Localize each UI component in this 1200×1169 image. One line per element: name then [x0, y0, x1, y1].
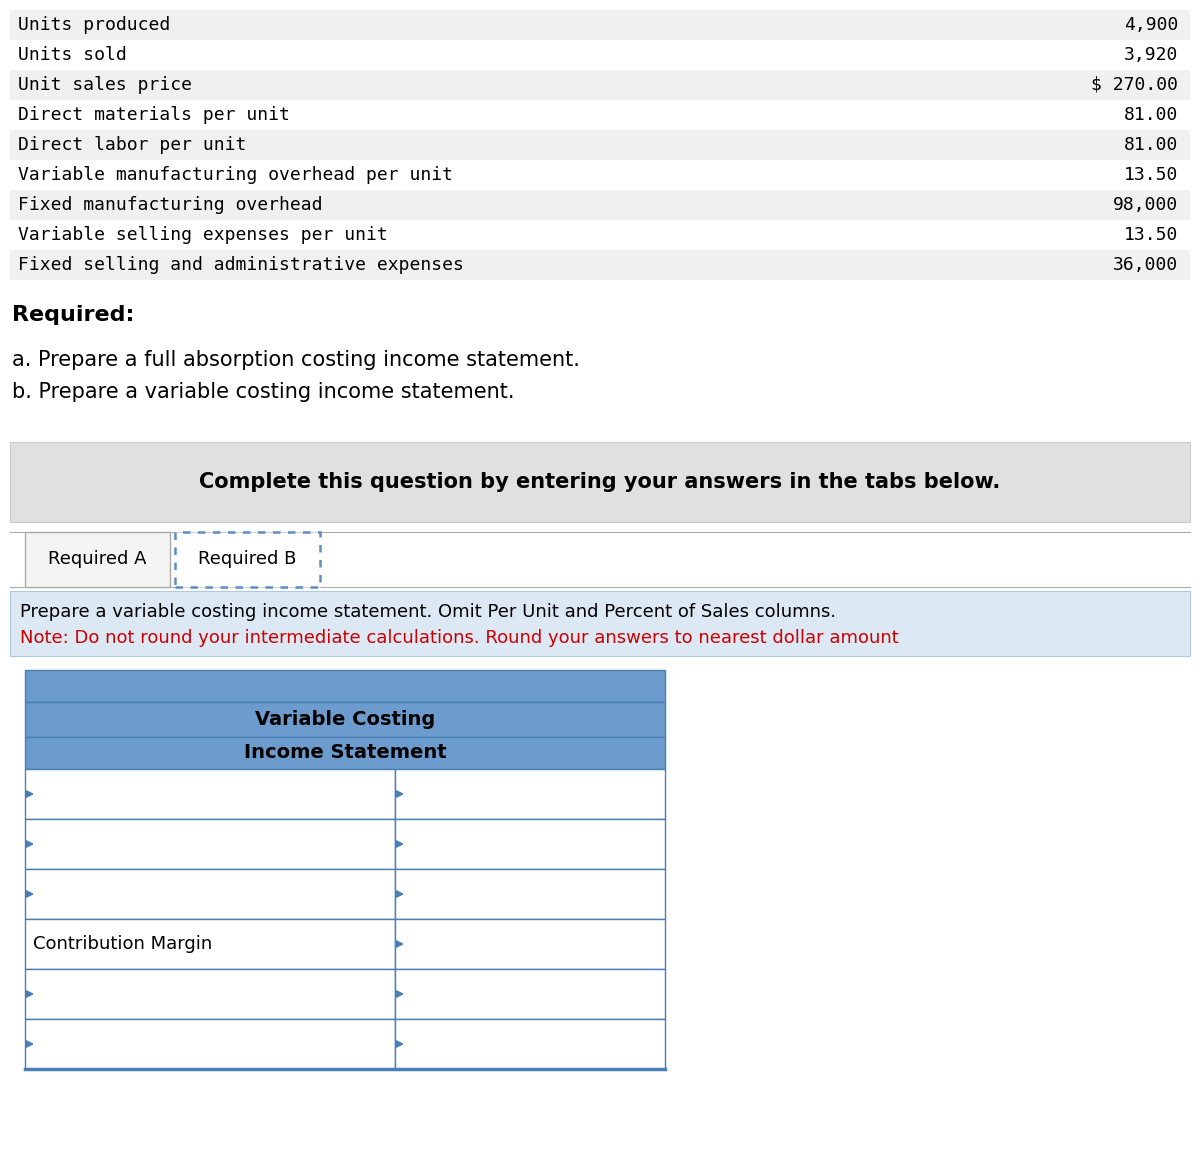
FancyBboxPatch shape: [10, 11, 1190, 40]
FancyBboxPatch shape: [10, 130, 1190, 160]
FancyBboxPatch shape: [25, 819, 395, 869]
FancyBboxPatch shape: [395, 819, 665, 869]
FancyBboxPatch shape: [25, 670, 665, 703]
Text: 98,000: 98,000: [1112, 196, 1178, 214]
Text: 3,920: 3,920: [1123, 46, 1178, 64]
FancyBboxPatch shape: [25, 969, 395, 1019]
Text: Direct labor per unit: Direct labor per unit: [18, 136, 246, 154]
FancyBboxPatch shape: [395, 1019, 665, 1068]
FancyBboxPatch shape: [10, 442, 1190, 523]
FancyBboxPatch shape: [175, 532, 320, 587]
FancyBboxPatch shape: [10, 101, 1190, 130]
Text: a. Prepare a full absorption costing income statement.: a. Prepare a full absorption costing inc…: [12, 350, 580, 371]
Text: Required A: Required A: [48, 551, 146, 568]
Text: Units sold: Units sold: [18, 46, 127, 64]
Text: Required:: Required:: [12, 305, 134, 325]
FancyBboxPatch shape: [25, 869, 395, 919]
FancyBboxPatch shape: [395, 919, 665, 969]
FancyBboxPatch shape: [395, 869, 665, 919]
Text: Note: Do not round your intermediate calculations. Round your answers to nearest: Note: Do not round your intermediate cal…: [20, 629, 899, 646]
Text: 13.50: 13.50: [1123, 226, 1178, 244]
Text: 13.50: 13.50: [1123, 166, 1178, 184]
FancyBboxPatch shape: [25, 1019, 395, 1068]
FancyBboxPatch shape: [10, 220, 1190, 250]
Text: $ 270.00: $ 270.00: [1091, 76, 1178, 94]
Text: Fixed selling and administrative expenses: Fixed selling and administrative expense…: [18, 256, 464, 274]
FancyBboxPatch shape: [10, 160, 1190, 191]
FancyBboxPatch shape: [25, 769, 395, 819]
Text: Direct materials per unit: Direct materials per unit: [18, 106, 290, 124]
FancyBboxPatch shape: [25, 736, 665, 769]
FancyBboxPatch shape: [10, 70, 1190, 101]
FancyBboxPatch shape: [395, 769, 665, 819]
Text: Units produced: Units produced: [18, 16, 170, 34]
FancyBboxPatch shape: [10, 191, 1190, 220]
Text: 81.00: 81.00: [1123, 136, 1178, 154]
Text: b. Prepare a variable costing income statement.: b. Prepare a variable costing income sta…: [12, 382, 515, 402]
Text: Fixed manufacturing overhead: Fixed manufacturing overhead: [18, 196, 323, 214]
Text: 36,000: 36,000: [1112, 256, 1178, 274]
FancyBboxPatch shape: [10, 592, 1190, 656]
Text: 81.00: 81.00: [1123, 106, 1178, 124]
Text: Variable manufacturing overhead per unit: Variable manufacturing overhead per unit: [18, 166, 454, 184]
Text: 4,900: 4,900: [1123, 16, 1178, 34]
FancyBboxPatch shape: [25, 532, 170, 587]
Text: Income Statement: Income Statement: [244, 743, 446, 762]
Text: Required B: Required B: [198, 551, 296, 568]
FancyBboxPatch shape: [25, 703, 665, 736]
Text: Unit sales price: Unit sales price: [18, 76, 192, 94]
FancyBboxPatch shape: [25, 919, 395, 969]
FancyBboxPatch shape: [10, 40, 1190, 70]
Text: Complete this question by entering your answers in the tabs below.: Complete this question by entering your …: [199, 472, 1001, 492]
FancyBboxPatch shape: [395, 969, 665, 1019]
Text: Variable selling expenses per unit: Variable selling expenses per unit: [18, 226, 388, 244]
FancyBboxPatch shape: [10, 250, 1190, 281]
Text: Variable Costing: Variable Costing: [254, 710, 436, 729]
Text: Contribution Margin: Contribution Margin: [34, 935, 212, 953]
Text: Prepare a variable costing income statement. Omit Per Unit and Percent of Sales : Prepare a variable costing income statem…: [20, 603, 836, 621]
